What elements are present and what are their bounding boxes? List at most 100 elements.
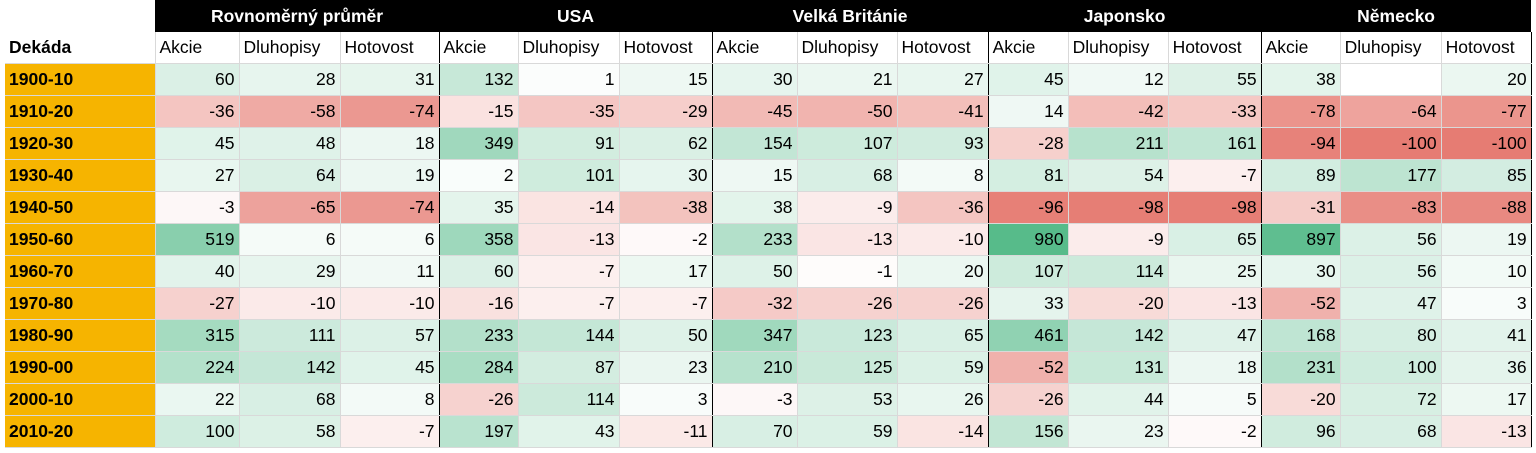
table-row: 1980-90 315 111 57 233 144 50 347 123 65 461 142 47 1… (5, 319, 1532, 352)
heatmap-cell: 20 (897, 255, 989, 288)
heatmap-cell: 20 (1441, 63, 1532, 96)
heatmap-cell: 315 (155, 319, 240, 352)
decade-label: 1980-90 (5, 319, 156, 352)
heatmap-cell: 114 (518, 383, 620, 416)
returns-heatmap-table: Rovnoměrný průměr USA Velká Británie Japons… (5, 0, 1532, 448)
heatmap-cell: -7 (1168, 159, 1262, 192)
heatmap-cell: -50 (797, 95, 898, 128)
heatmap-cell: 233 (712, 223, 798, 256)
heatmap-cell: 233 (439, 319, 519, 352)
table-row: 1960-70 40 29 11 60 -7 17 50 -1 20 107 114 25 30 56 10 (5, 255, 1532, 288)
heatmap-cell: 65 (897, 319, 989, 352)
decade-label: 1960-70 (5, 255, 156, 288)
column-header: Hotovost (1168, 32, 1262, 64)
heatmap-cell: 45 (988, 63, 1069, 96)
heatmap-cell: 17 (619, 255, 713, 288)
corner-cell (5, 0, 155, 32)
heatmap-cell: 6 (239, 223, 341, 256)
heatmap-cell: 85 (1441, 159, 1532, 192)
table-row: 1910-20 -36 -58 -74 -15 -35 -29 -45 -50 -41 14 -42-… (5, 95, 1532, 128)
decade-label: 1990-00 (5, 351, 156, 384)
heatmap-cell: -58 (239, 95, 341, 128)
heatmap-cell: -26 (797, 287, 898, 320)
heatmap-cell: 107 (988, 255, 1069, 288)
heatmap-cell: -7 (340, 415, 440, 448)
decade-label: 1970-80 (5, 287, 156, 320)
heatmap-cell: 154 (712, 127, 798, 160)
heatmap-cell: 47 (1340, 287, 1442, 320)
heatmap-cell: 48 (239, 127, 341, 160)
heatmap-cell: 18 (340, 127, 440, 160)
decade-label: 1900-10 (5, 63, 156, 96)
heatmap-cell: 22 (155, 383, 240, 416)
heatmap-cell: 36 (1441, 351, 1532, 384)
heatmap-cell: -65 (239, 191, 341, 224)
heatmap-cell: 897 (1261, 223, 1341, 256)
heatmap-cell: 111 (239, 319, 341, 352)
heatmap-cell: 41 (1441, 319, 1532, 352)
heatmap-cell: -29 (619, 95, 713, 128)
heatmap-cell: 100 (1340, 351, 1442, 384)
heatmap-cell (1340, 63, 1442, 96)
heatmap-cell: 30 (712, 63, 798, 96)
heatmap-cell: 8 (340, 383, 440, 416)
heatmap-cell: 27 (897, 63, 989, 96)
heatmap-cell: -52 (988, 351, 1069, 384)
subheader-row: Dekáda Akcie Dluhopisy Hotovost Akcie Dluhop… (5, 32, 1532, 64)
heatmap-cell: -2 (619, 223, 713, 256)
heatmap-cell: -9 (1068, 223, 1169, 256)
table-body: 1900-10 60 28 31 132 1 15 30 21 27 45 12 55 38 20 1910-… (5, 63, 1532, 448)
column-header: Dluhopisy (1068, 32, 1169, 64)
heatmap-cell: -13 (797, 223, 898, 256)
group-header: Velká Británie (712, 0, 989, 32)
heatmap-cell: 57 (340, 319, 440, 352)
heatmap-cell: -7 (518, 255, 620, 288)
heatmap-cell: 519 (155, 223, 240, 256)
heatmap-cell: 23 (1068, 415, 1169, 448)
heatmap-cell: 8 (897, 159, 989, 192)
heatmap-cell: 68 (239, 383, 341, 416)
heatmap-cell: 60 (439, 255, 519, 288)
decade-label: 1920-30 (5, 127, 156, 160)
heatmap-cell: 31 (340, 63, 440, 96)
heatmap-cell: 58 (239, 415, 341, 448)
row-header-dekada: Dekáda (5, 32, 156, 64)
heatmap-cell: -74 (340, 191, 440, 224)
column-header: Hotovost (340, 32, 440, 64)
heatmap-cell: -36 (155, 95, 240, 128)
heatmap-cell: 15 (619, 63, 713, 96)
heatmap-cell: -26 (439, 383, 519, 416)
heatmap-cell: -98 (1168, 191, 1262, 224)
heatmap-cell: 47 (1168, 319, 1262, 352)
decade-label: 2000-10 (5, 383, 156, 416)
heatmap-cell: -38 (619, 191, 713, 224)
column-header: Akcie (988, 32, 1069, 64)
group-header-row: Rovnoměrný průměr USA Velká Británie Japons… (5, 0, 1532, 32)
heatmap-cell: 21 (797, 63, 898, 96)
decade-label: 1930-40 (5, 159, 156, 192)
table-row: 1900-10 60 28 31 132 1 15 30 21 27 45 12 55 38 20 (5, 63, 1532, 96)
decade-label: 1950-60 (5, 223, 156, 256)
heatmap-cell: -15 (439, 95, 519, 128)
heatmap-cell: 142 (239, 351, 341, 384)
decade-label: 2010-20 (5, 415, 156, 448)
column-header: Dluhopisy (797, 32, 898, 64)
heatmap-cell: -52 (1261, 287, 1341, 320)
heatmap-cell: -3 (712, 383, 798, 416)
heatmap-cell: 40 (155, 255, 240, 288)
heatmap-cell: -41 (897, 95, 989, 128)
heatmap-cell: 45 (155, 127, 240, 160)
heatmap-cell: 211 (1068, 127, 1169, 160)
heatmap-cell: -14 (897, 415, 989, 448)
heatmap-cell: 6 (340, 223, 440, 256)
heatmap-cell: -7 (518, 287, 620, 320)
heatmap-cell: 10 (1441, 255, 1532, 288)
heatmap-cell: 28 (239, 63, 341, 96)
heatmap-cell: -42 (1068, 95, 1169, 128)
heatmap-table-container: Rovnoměrný průměr USA Velká Británie Japons… (5, 0, 1532, 448)
heatmap-cell: 144 (518, 319, 620, 352)
decade-label: 1940-50 (5, 191, 156, 224)
heatmap-cell: 17 (1441, 383, 1532, 416)
heatmap-cell: -88 (1441, 191, 1532, 224)
heatmap-cell: 18 (1168, 351, 1262, 384)
